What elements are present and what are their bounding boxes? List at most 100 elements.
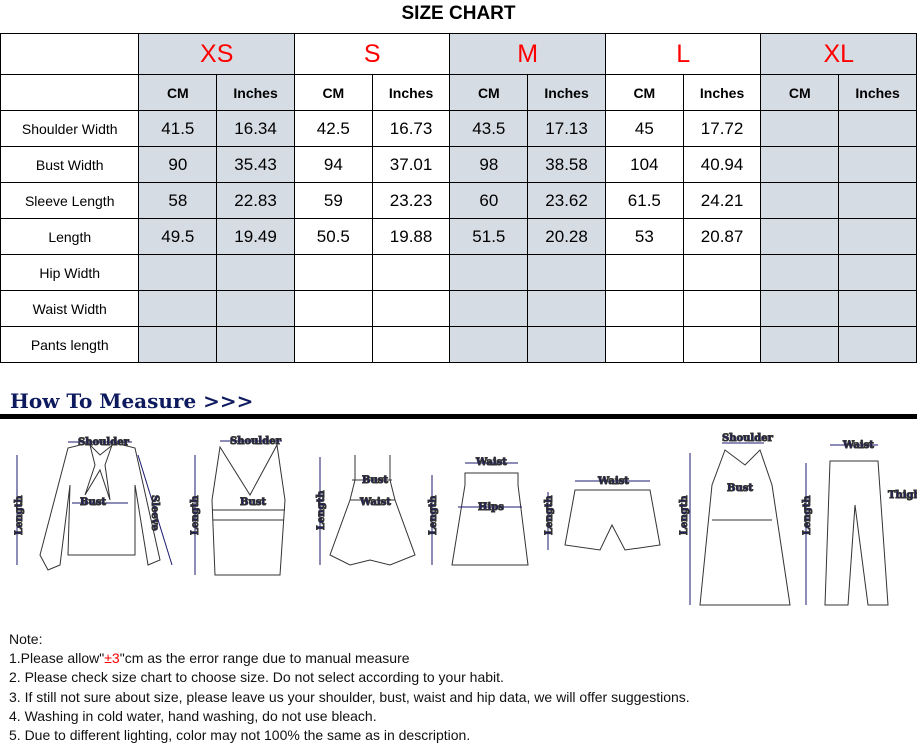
bust-label: Bust	[240, 497, 266, 508]
unit-inches: Inches	[838, 74, 917, 111]
size-l: L	[604, 33, 762, 75]
dress-diagram: Bust Waist Length	[316, 455, 416, 566]
waist-label: Waist	[842, 440, 874, 451]
shoulder-label: Shoulder	[722, 433, 774, 444]
table-cell	[760, 254, 840, 291]
row-label: Sleeve Length	[0, 182, 140, 219]
shorts-diagram: Waist Length	[544, 476, 661, 551]
table-cell: 17.72	[682, 110, 762, 147]
table-cell	[138, 254, 218, 291]
unit-cm: CM	[760, 74, 840, 111]
table-cell: 23.62	[527, 182, 606, 219]
table-cell: 38.58	[527, 146, 606, 183]
table-cell: 37.01	[371, 146, 451, 183]
table-cell: 16.73	[371, 110, 451, 147]
note-5: 5. Due to different lighting, color may …	[9, 727, 471, 744]
length-label: Length	[14, 495, 25, 535]
row-label: Length	[0, 218, 140, 255]
table-cell	[760, 290, 840, 327]
blouse-diagram: Shoulder Bust Length Sleeve	[14, 437, 173, 571]
table-cell: 19.49	[216, 218, 295, 255]
unit-inches: Inches	[216, 74, 295, 111]
notes: Note: 1.Please allow"±3"cm as the error …	[9, 630, 690, 745]
table-cell	[760, 218, 840, 255]
unit-inches: Inches	[682, 74, 762, 111]
shoulder-label: Shoulder	[78, 437, 130, 448]
table-cell	[293, 290, 373, 327]
length-label: Length	[190, 495, 201, 535]
table-cell	[216, 326, 295, 363]
table-cell: 90	[138, 146, 218, 183]
table-cell	[216, 254, 295, 291]
size-header-row: XS S M L XL	[0, 33, 917, 75]
table-cell	[216, 290, 295, 327]
table-cell: 20.87	[682, 218, 762, 255]
table-cell	[838, 254, 917, 291]
table-cell	[838, 218, 917, 255]
table-cell	[138, 326, 218, 363]
table-row: Hip Width	[0, 254, 917, 291]
table-row: Bust Width 90 35.43 94 37.01 98 38.58 104 40.94	[0, 146, 917, 183]
table-cell	[838, 326, 917, 363]
table-cell: 20.28	[527, 218, 606, 255]
skirt-diagram: Waist Hips Length	[428, 457, 529, 566]
coat-diagram: Shoulder Bust Length	[679, 433, 791, 606]
size-m: M	[449, 33, 606, 75]
table-cell: 50.5	[293, 218, 373, 255]
unit-cm: CM	[138, 74, 218, 111]
table-cell	[527, 254, 606, 291]
row-label: Pants length	[0, 326, 140, 363]
table-cell: 35.43	[216, 146, 295, 183]
table-cell	[371, 254, 451, 291]
table-cell	[293, 254, 373, 291]
table-cell	[371, 290, 451, 327]
page-title: SIZE CHART	[401, 3, 516, 24]
table-cell	[838, 110, 917, 147]
table-row: Pants length	[0, 326, 917, 363]
table-cell	[760, 110, 840, 147]
table-cell: 58	[138, 182, 218, 219]
bust-label: Bust	[80, 497, 106, 508]
note-4: 4. Washing in cold water, hand washing, …	[9, 707, 377, 724]
how-to-measure-heading: How To Measure >>>	[10, 389, 254, 413]
table-cell: 49.5	[138, 218, 218, 255]
table-cell: 60	[449, 182, 529, 219]
table-cell	[604, 290, 684, 327]
table-cell	[682, 254, 762, 291]
bust-label: Bust	[362, 475, 388, 486]
size-s: S	[293, 33, 451, 75]
thigh-label: Thigh	[888, 490, 917, 501]
table-cell	[838, 146, 917, 183]
waist-label: Waist	[597, 476, 629, 487]
table-cell: 40.94	[682, 146, 762, 183]
table-row: Waist Width	[0, 290, 917, 327]
unit-inches: Inches	[527, 74, 606, 111]
size-xl: XL	[760, 33, 917, 75]
table-row: Length 49.5 19.49 50.5 19.88 51.5 20.28 53 20.87	[0, 218, 917, 255]
measurement-diagrams: Shoulder Bust Length Sleeve Shoulder Bus…	[14, 433, 917, 606]
table-cell	[604, 326, 684, 363]
note-2: 2. Please check size chart to choose siz…	[9, 669, 504, 686]
size-xs: XS	[138, 33, 295, 75]
table-cell	[527, 326, 606, 363]
bust-label: Bust	[727, 483, 753, 494]
note-3: 3. If still not sure about size, please …	[9, 688, 690, 705]
table-cell: 41.5	[138, 110, 218, 147]
table-cell	[449, 254, 529, 291]
hips-label: Hips	[478, 502, 504, 513]
row-label: Waist Width	[0, 290, 140, 327]
table-cell: 104	[604, 146, 684, 183]
note-1: 1.Please allow"±3"cm as the error range …	[9, 650, 410, 667]
row-label: Bust Width	[0, 146, 140, 183]
table-cell	[682, 290, 762, 327]
table-cell: 45	[604, 110, 684, 147]
waist-label: Waist	[359, 497, 391, 508]
row-label: Hip Width	[0, 254, 140, 291]
table-cell	[604, 254, 684, 291]
shoulder-label: Shoulder	[230, 436, 282, 447]
row-label: Shoulder Width	[0, 110, 140, 147]
table-cell: 22.83	[216, 182, 295, 219]
length-label: Length	[316, 490, 327, 530]
table-cell: 23.23	[371, 182, 451, 219]
table-cell	[682, 326, 762, 363]
